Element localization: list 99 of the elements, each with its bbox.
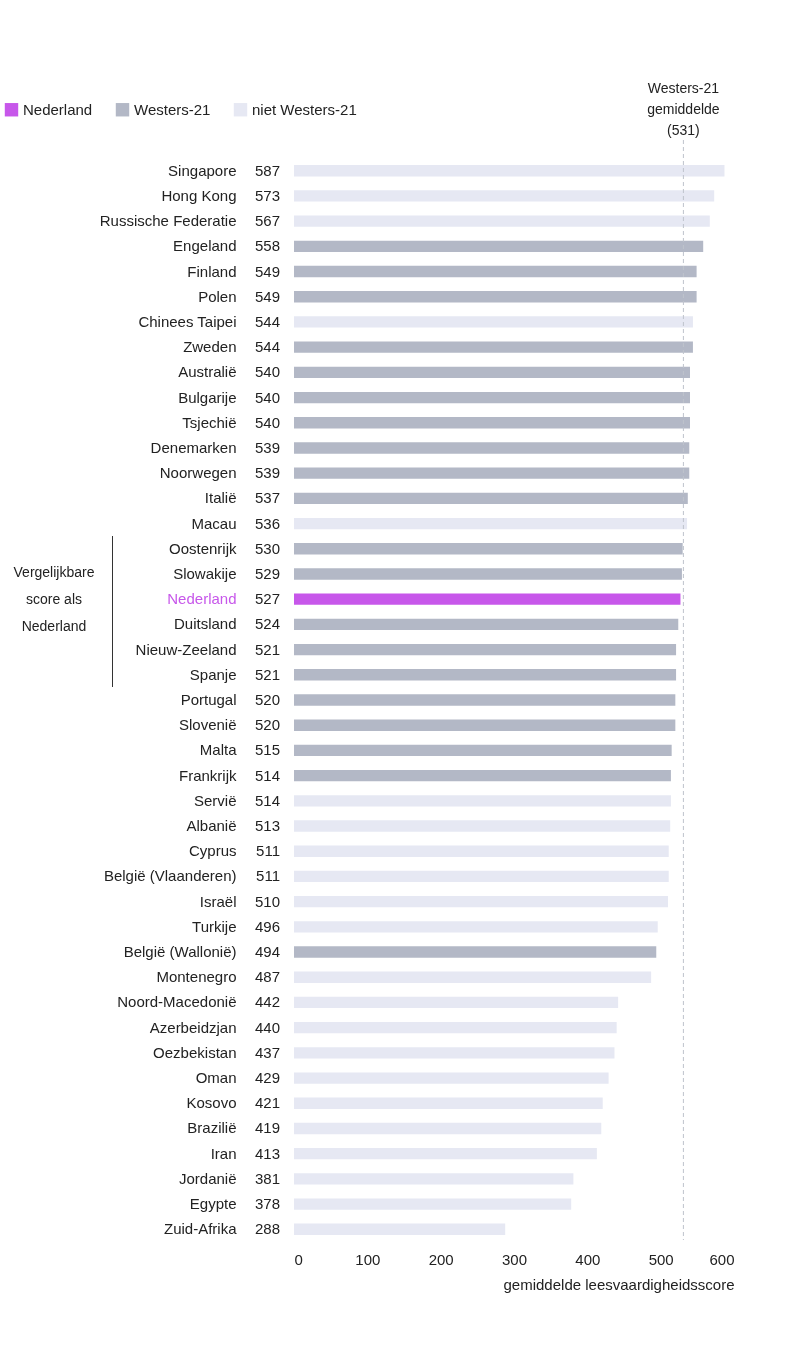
y-tick-label: Iran: [210, 1144, 237, 1162]
y-tick-label: België (Wallonië): [123, 943, 237, 961]
data-label: 378: [254, 1195, 280, 1213]
y-tick-label: Zweden: [183, 338, 237, 356]
data-label: 549: [254, 287, 280, 305]
y-tick-label: Australië: [178, 363, 237, 381]
data-label: 537: [254, 489, 280, 507]
x-tick-label: 600: [709, 1250, 735, 1268]
data-label: 558: [254, 237, 280, 255]
y-tick-label: Jordanië: [178, 1169, 237, 1187]
x-tick-label: 300: [501, 1250, 528, 1268]
legend-label: niet Westers-21: [252, 100, 357, 118]
data-label: 540: [254, 388, 280, 406]
y-tick-label: Slovenië: [178, 716, 237, 734]
y-tick-label: Kosovo: [186, 1094, 237, 1112]
data-label: 421: [254, 1094, 280, 1112]
data-label: 530: [254, 539, 280, 557]
data-label: 515: [254, 741, 280, 759]
data-label: 544: [254, 338, 280, 356]
x-tick-label: 0: [294, 1250, 303, 1268]
x-tick-label: 500: [648, 1250, 674, 1268]
data-label: 510: [254, 892, 280, 910]
y-tick-label: Polen: [198, 287, 237, 305]
data-label: 527: [254, 590, 280, 608]
x-tick-label: 400: [575, 1250, 601, 1268]
data-label: 429: [254, 1069, 280, 1087]
y-tick-label: Bulgarije: [178, 388, 237, 406]
y-tick-label: Russische Federatie: [99, 212, 237, 230]
y-tick-label: Israël: [199, 892, 237, 910]
data-label: 536: [254, 514, 280, 532]
data-label: 487: [254, 968, 280, 986]
data-label: 442: [254, 993, 280, 1011]
y-tick-label: Hong Kong: [161, 186, 237, 204]
y-tick-label: Macau: [191, 514, 237, 532]
y-tick-label: Singapore: [168, 161, 237, 179]
legend-label: Nederland: [23, 100, 93, 118]
y-tick-label: Nederland: [167, 590, 237, 608]
y-tick-label: Malta: [199, 741, 238, 759]
y-tick-label: Tsjechië: [182, 413, 237, 431]
data-label: 514: [254, 766, 280, 784]
data-label: 520: [254, 691, 280, 708]
data-label: 514: [254, 791, 280, 809]
data-label: 529: [254, 564, 280, 582]
y-tick-label: Oman: [195, 1069, 237, 1087]
y-tick-label: Oezbekistan: [153, 1043, 237, 1061]
x-axis-title: gemiddelde leesvaardigheidsscore: [503, 1275, 735, 1293]
y-tick-label: Denemarken: [150, 438, 237, 456]
data-label: 539: [254, 438, 280, 456]
data-label: 440: [254, 1018, 280, 1036]
x-tick-label: 100: [355, 1250, 381, 1268]
y-tick-label: Zuid-Afrika: [163, 1220, 238, 1238]
y-tick-label: Oostenrijk: [168, 539, 237, 557]
data-label: 539: [254, 464, 280, 482]
y-tick-label: Chinees Taipei: [138, 312, 237, 330]
data-label: 419: [254, 1119, 280, 1137]
y-tick-label: Slowakije: [173, 564, 237, 582]
y-tick-label: Brazilië: [187, 1119, 237, 1137]
data-label: 587: [254, 161, 280, 179]
data-label: 494: [254, 943, 280, 961]
y-tick-label: Cyprus: [188, 842, 237, 860]
text: Vergelijkbare score als Nederland: [12, 563, 96, 637]
ref-line-label: Westers-21 gemiddelde (531): [647, 80, 720, 138]
y-tick-label: Portugal: [180, 691, 237, 708]
data-label: 567: [254, 212, 280, 230]
y-tick-label: Azerbeidzjan: [149, 1018, 237, 1036]
x-tick-label: 200: [428, 1250, 454, 1268]
data-label: 540: [254, 363, 280, 381]
y-tick-label: Italië: [204, 489, 237, 507]
y-tick-label: Spanje: [189, 665, 237, 683]
data-label: 511: [256, 867, 280, 885]
data-label: 549: [254, 262, 280, 280]
data-label: 413: [254, 1144, 280, 1162]
y-tick-label: Noord-Macedonië: [117, 993, 237, 1011]
data-label: 544: [254, 312, 280, 330]
legend-label: Westers-21: [134, 100, 211, 118]
data-label: 521: [254, 665, 280, 683]
data-label: 521: [254, 640, 280, 658]
y-tick-label: Finland: [187, 262, 237, 280]
y-tick-label: Servië: [193, 791, 237, 809]
y-tick-label: Egypte: [189, 1195, 237, 1213]
y-tick-label: Nieuw-Zeeland: [135, 640, 237, 658]
y-tick-label: Duitsland: [173, 615, 237, 633]
y-tick-label: Montenegro: [156, 968, 237, 986]
data-label: 540: [254, 413, 280, 431]
y-tick-label: Engeland: [173, 237, 237, 255]
y-tick-label: Albanië: [186, 817, 237, 835]
y-tick-label: Noorwegen: [159, 464, 237, 482]
data-label: 381: [254, 1169, 280, 1187]
data-label: 520: [254, 716, 280, 734]
y-tick-label: Frankrijk: [178, 766, 237, 784]
data-label: 573: [254, 186, 280, 204]
y-tick-label: Turkije: [192, 917, 237, 935]
data-label: 513: [254, 817, 280, 835]
y-tick-label: België (Vlaanderen): [103, 867, 237, 885]
data-label: 437: [254, 1043, 280, 1061]
data-label: 496: [254, 917, 280, 935]
data-label: 511: [256, 842, 280, 860]
data-label: 524: [254, 615, 280, 633]
data-label: 288: [254, 1220, 280, 1238]
